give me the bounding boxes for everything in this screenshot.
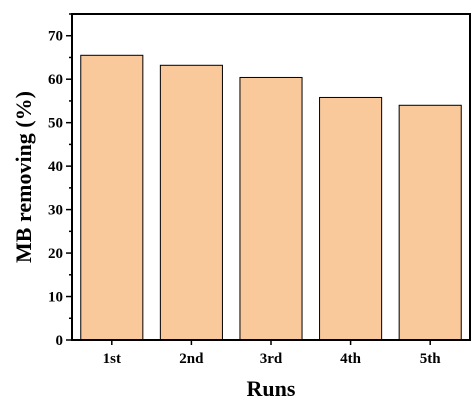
y-tick-label: 20	[48, 246, 63, 262]
bar-5th	[398, 104, 462, 341]
x-tick-label: 1st	[103, 351, 121, 367]
y-tick-label: 40	[48, 159, 63, 175]
x-tick-label: 5th	[420, 351, 441, 367]
bar-3rd	[239, 76, 303, 341]
bar-2nd	[159, 64, 223, 341]
x-axis-title: Runs	[247, 376, 296, 401]
y-tick-label: 50	[48, 116, 63, 132]
y-tick-label: 70	[48, 29, 63, 45]
x-tick-label: 3rd	[260, 351, 283, 367]
y-axis-title: MB removing (%)	[11, 91, 36, 263]
y-tick-label: 10	[48, 290, 63, 306]
y-tick-label: 0	[56, 333, 64, 349]
bar-1st	[80, 54, 144, 341]
y-axis-ticks: 0 10 20 30 40 50 60 70	[48, 13, 72, 349]
bar-4th	[319, 96, 383, 341]
x-axis-ticks: 1st 2nd 3rd 4th 5th	[103, 340, 441, 367]
y-tick-label: 30	[48, 203, 63, 219]
x-tick-label: 4th	[340, 351, 361, 367]
bars-group	[80, 54, 462, 341]
y-tick-label: 60	[48, 72, 63, 88]
x-tick-label: 2nd	[179, 351, 204, 367]
plot-frame	[71, 13, 471, 341]
